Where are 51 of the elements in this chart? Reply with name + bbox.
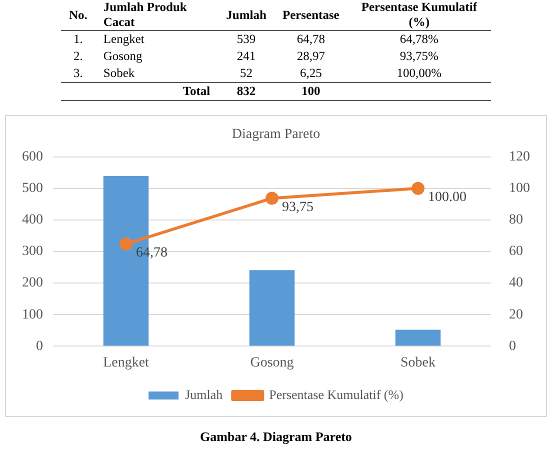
- category-label: Lengket: [102, 31, 146, 48]
- data-label: 241: [236, 48, 257, 65]
- y2-tick-label: 40: [509, 276, 523, 291]
- text: Gambar 4. Diagram Pareto: [199, 429, 353, 445]
- y2-tick-label: 120: [509, 149, 530, 164]
- y-tick-label: 400: [22, 212, 43, 228]
- legend-label: Persentase Kumulatif (%): [269, 386, 404, 402]
- y2-tick-label: 100: [509, 181, 530, 196]
- text: Persentase: [274, 0, 348, 30]
- y-tick-label: 500: [22, 181, 43, 196]
- x-tick-label: Sobek: [400, 355, 436, 370]
- y-tick-label: 600: [22, 149, 43, 164]
- text: Jumlah Produk Cacat: [95, 0, 218, 30]
- legend-label: Jumlah: [185, 386, 224, 402]
- y2-tick-label: 0: [509, 338, 516, 354]
- y2-tick-label: 80: [509, 212, 523, 228]
- chart-title: Diagram Pareto: [232, 127, 320, 142]
- y2-tick-label: 60: [509, 244, 523, 260]
- data-label: 6,25: [298, 65, 323, 82]
- text: 832: [236, 83, 257, 100]
- data-label: 100.00: [428, 190, 466, 206]
- y-tick-label: 200: [22, 276, 43, 291]
- data-label: 64,78: [296, 31, 326, 48]
- text: Persentase Kumulatif (%): [347, 0, 491, 30]
- category-label: Sobek: [102, 65, 136, 82]
- bar: [395, 330, 441, 346]
- text: 2.: [72, 48, 84, 65]
- text: 1.: [72, 31, 84, 48]
- data-label: 64,78%: [398, 31, 440, 48]
- data-label: 93,75%: [398, 48, 440, 65]
- y-tick-label: 100: [22, 307, 43, 322]
- point: [266, 192, 278, 205]
- category-label: Gosong: [102, 48, 144, 65]
- bar: [249, 270, 295, 346]
- data-label: 52: [239, 65, 254, 82]
- text: Total: [182, 83, 212, 100]
- text: Jumlah: [218, 0, 274, 30]
- y2-tick-label: 20: [509, 307, 523, 322]
- text: No.: [61, 0, 96, 30]
- x-tick-label: Gosong: [250, 355, 294, 370]
- text: 100: [300, 83, 322, 100]
- data-label: 539: [236, 31, 257, 48]
- point: [120, 237, 132, 250]
- point: [412, 182, 424, 195]
- data-label: 100,00%: [396, 65, 443, 82]
- y-tick-label: 0: [36, 338, 43, 354]
- data-label: 93,75: [282, 200, 314, 215]
- text: 3.: [72, 65, 84, 82]
- y-tick-label: 300: [22, 244, 43, 260]
- data-label: 28,97: [296, 48, 326, 65]
- x-tick-label: Lengket: [103, 355, 150, 370]
